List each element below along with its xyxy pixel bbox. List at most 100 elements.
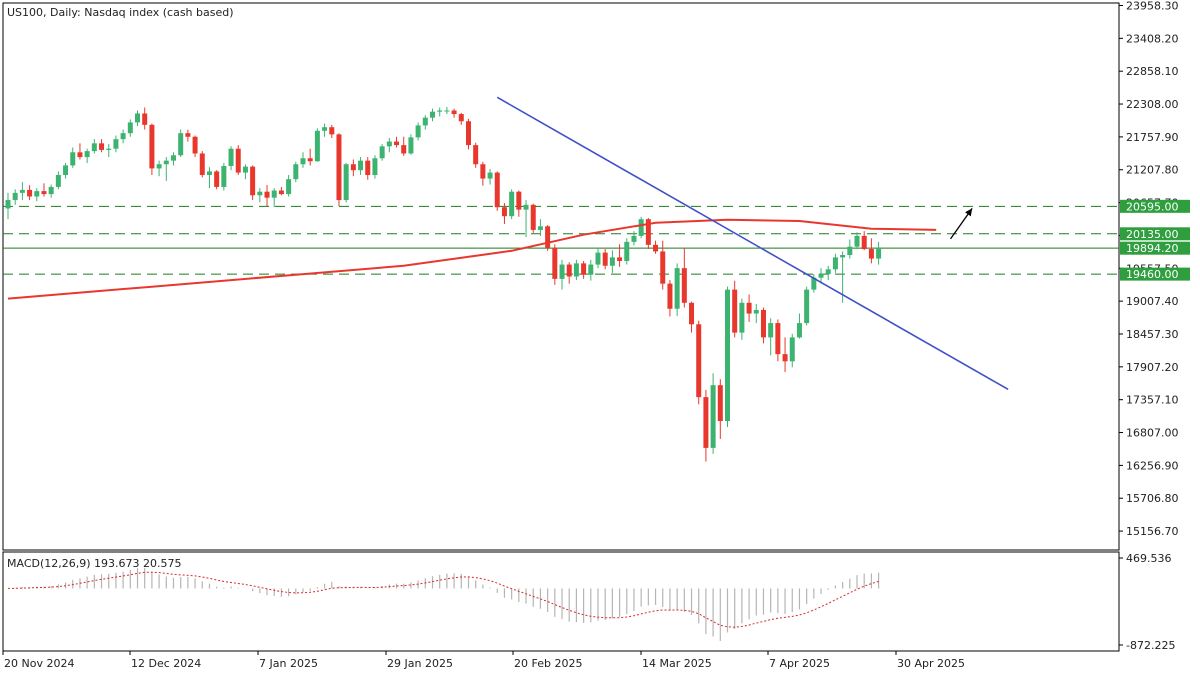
candle-body [667, 283, 673, 309]
candle-body [696, 324, 702, 398]
candle-body [286, 179, 292, 195]
candle-body [725, 289, 730, 422]
candle-body [746, 302, 752, 314]
candle-body [854, 235, 860, 247]
candle-body [789, 337, 795, 362]
candle-body [34, 191, 40, 197]
level-label: 20135.00 [1126, 228, 1179, 241]
candle-body [185, 133, 191, 137]
x-tick-label: 12 Dec 2024 [131, 657, 201, 670]
candle-body [228, 148, 234, 167]
candle-body [811, 277, 817, 290]
candle-body [796, 323, 802, 338]
macd-chart-title: MACD(12,26,9) 193.673 20.575 [7, 557, 182, 570]
candle-body [760, 309, 766, 338]
candle-body [545, 226, 551, 248]
candle-body [645, 219, 651, 245]
macd-axis-ticks: 469.536 -872.225 [1119, 552, 1175, 652]
candle-body [163, 160, 169, 165]
y-tick-label: 16256.90 [1126, 459, 1179, 472]
candle-body [617, 257, 623, 261]
y-tick-label: 18457.30 [1126, 328, 1179, 341]
candle-body [264, 191, 270, 198]
candle-body [300, 158, 306, 165]
macd-signal [7, 571, 879, 628]
candle-body [322, 127, 328, 131]
y-tick-label: 16807.00 [1126, 427, 1179, 440]
candle-body [242, 166, 248, 173]
y-tick-label: 19007.40 [1126, 295, 1179, 308]
candle-body [271, 190, 277, 198]
candle-body [135, 113, 141, 123]
candle-body [465, 121, 471, 146]
level-label: 19460.00 [1126, 268, 1179, 281]
candle-body [739, 302, 745, 333]
y-tick-label: 17357.10 [1126, 394, 1179, 407]
y-tick-label: 15156.70 [1126, 525, 1179, 538]
y-tick-label: 22858.10 [1126, 65, 1179, 78]
candle-body [430, 111, 436, 118]
candle-body [753, 309, 759, 314]
candle-body [70, 152, 76, 166]
macd-histogram [14, 567, 880, 641]
candle-body [768, 323, 774, 338]
candle-body [235, 148, 241, 173]
candle-body [703, 397, 709, 448]
candle-body [48, 186, 54, 195]
candle-body [278, 190, 284, 195]
y-tick-label: 23408.20 [1126, 32, 1179, 45]
candle-body [876, 247, 882, 259]
forecast-arrow-head [965, 208, 973, 217]
candle-body [861, 235, 867, 250]
candle-body [509, 191, 515, 217]
candle-body [206, 171, 212, 175]
candle-body [178, 133, 184, 156]
candle-body [847, 246, 853, 256]
candle-body [372, 158, 378, 175]
x-tick-label: 14 Mar 2025 [642, 657, 712, 670]
candle-body [602, 252, 608, 266]
candle-body [401, 145, 407, 154]
x-axis-ticks: 20 Nov 2024 12 Dec 2024 7 Jan 2025 29 Jan 2… [2, 651, 965, 670]
candle-body [732, 289, 738, 333]
candle-body [840, 255, 846, 258]
level-label: 20595.00 [1126, 200, 1179, 213]
candle-body [77, 152, 83, 158]
candle-body [415, 125, 421, 138]
candle-body [581, 263, 587, 275]
candle-body [250, 166, 256, 196]
candle-body [832, 257, 838, 270]
candle-body [487, 172, 493, 179]
y-tick-label: 21207.80 [1126, 164, 1179, 177]
candle-body [609, 257, 615, 266]
x-tick-label: 20 Nov 2024 [4, 657, 74, 670]
candle-body [501, 207, 507, 217]
y-tick-label: 17907.20 [1126, 361, 1179, 374]
candle-body [221, 166, 227, 187]
y-tick-label: 21757.90 [1126, 131, 1179, 144]
main-chart-title: US100, Daily: Nasdaq index (cash based) [7, 6, 234, 19]
candle-body [55, 174, 61, 187]
candle-body [149, 124, 155, 169]
candle-body [91, 143, 97, 152]
candle-body [559, 264, 565, 279]
candle-body [106, 148, 112, 150]
candle-body [5, 200, 11, 209]
macd-tick-label: -872.225 [1126, 639, 1175, 652]
candle-body [336, 134, 342, 201]
candle-body [12, 192, 18, 201]
candle-body [624, 241, 630, 261]
candle-body [350, 164, 356, 171]
macd-plot-frame [2, 551, 1120, 652]
candle-body [408, 137, 414, 154]
candles [5, 106, 882, 462]
candle-body [199, 153, 205, 175]
y-tick-label: 22308.00 [1126, 98, 1179, 111]
candle-body [710, 385, 716, 448]
candle-body [214, 171, 220, 187]
candle-body [386, 141, 392, 147]
candle-body [156, 164, 162, 169]
level-label-box [1120, 241, 1190, 255]
candle-body [379, 146, 385, 159]
